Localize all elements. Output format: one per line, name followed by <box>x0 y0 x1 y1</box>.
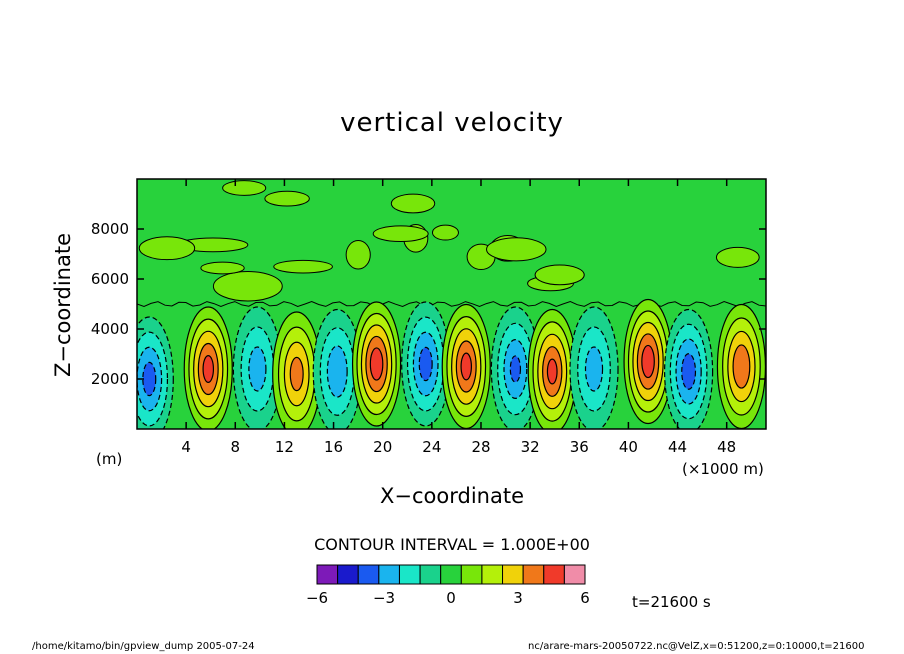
colorbar-swatch <box>481 564 504 585</box>
colorbar-label: −3 <box>372 589 396 607</box>
y-axis-label: Z−coordinate <box>51 233 75 377</box>
x-tick-label: 48 <box>717 438 737 456</box>
x-tick-label: 44 <box>668 438 688 456</box>
contour-level <box>546 358 558 385</box>
contour-level <box>681 353 697 390</box>
upper-patch <box>372 225 429 243</box>
downdraft-cell <box>232 306 282 429</box>
upper-patch <box>200 261 245 275</box>
contour-level <box>369 347 384 381</box>
updraft-cell <box>716 303 766 429</box>
downdraft-cell <box>664 308 714 429</box>
upper-patch <box>534 264 585 286</box>
upper-patch <box>273 259 333 274</box>
time-label: t=21600 s <box>632 593 711 611</box>
plot-frame <box>136 178 767 430</box>
colorbar-swatch <box>460 564 483 585</box>
colorbar-swatch <box>440 564 462 585</box>
x-tick-label: 8 <box>230 438 241 456</box>
contour-level <box>289 356 304 392</box>
chart-title: vertical velocity <box>340 108 564 138</box>
colorbar-swatch <box>337 564 359 585</box>
colorbar-label: 3 <box>513 589 523 607</box>
colorbar-swatch <box>563 564 586 585</box>
upper-patch <box>390 193 436 214</box>
upper-patch <box>222 180 267 196</box>
updraft-cell <box>527 308 577 429</box>
x-tick-label: 40 <box>618 438 638 456</box>
contour-level <box>202 355 215 383</box>
y-tick-label: 2000 <box>90 370 129 388</box>
downdraft-cell <box>490 306 540 429</box>
updraft-cell <box>351 301 402 427</box>
x-tick-label: 12 <box>274 438 294 456</box>
y-unit-label: (m) <box>96 450 123 468</box>
x-axis-label: X−coordinate <box>380 484 524 508</box>
colorbar-swatch <box>502 564 524 585</box>
contour-level <box>584 346 604 392</box>
y-tick-label: 4000 <box>90 320 129 338</box>
upper-patch <box>138 236 196 261</box>
downdraft-cell <box>312 308 362 429</box>
upper-patch <box>264 190 310 207</box>
colorbar-swatch <box>543 564 565 585</box>
updraft-cell <box>623 298 673 425</box>
y-tick-label: 8000 <box>90 220 129 238</box>
upper-patch <box>345 239 371 270</box>
x-tick-label: 16 <box>324 438 344 456</box>
contour-level <box>418 346 433 382</box>
downdraft-cell <box>137 316 174 429</box>
y-tick-label: 6000 <box>90 270 129 288</box>
colorbar-swatch <box>398 564 421 585</box>
updraft-cell <box>441 303 491 429</box>
x-unit-label: (×1000 m) <box>682 460 764 478</box>
x-tick-label: 36 <box>569 438 589 456</box>
colorbar-swatch <box>419 564 442 585</box>
colorbar-swatch <box>316 564 339 585</box>
colorbar-swatch <box>378 564 400 585</box>
footer-command: /home/kitamo/bin/gpview_dump 2005-07-24 <box>32 641 255 652</box>
upper-patch <box>212 271 283 302</box>
x-tick-label: 32 <box>520 438 540 456</box>
x-tick-label: 28 <box>471 438 491 456</box>
contour-level <box>732 344 751 389</box>
contour-level <box>248 346 267 392</box>
contour-interval-label: CONTOUR INTERVAL = 1.000E+00 <box>314 535 590 554</box>
upper-patch <box>715 246 760 268</box>
colorbar-swatch <box>522 564 545 585</box>
colorbar-label: 0 <box>446 589 456 607</box>
downdraft-cell <box>401 301 451 427</box>
footer-source: nc/arare-mars-20050722.nc@VelZ,x=0:51200… <box>528 641 865 652</box>
colorbar-label: −6 <box>305 589 329 607</box>
updraft-cell <box>183 306 233 429</box>
downdraft-cell <box>569 306 619 429</box>
contour-level <box>509 355 522 383</box>
x-tick-label: 4 <box>181 438 191 456</box>
contour-level <box>460 352 473 381</box>
contour-level <box>142 361 157 397</box>
colorbar-swatch <box>357 564 380 585</box>
x-tick-label: 20 <box>373 438 393 456</box>
layer-boundary-contour <box>137 300 766 308</box>
x-tick-label: 24 <box>422 438 442 456</box>
colorbar-label: 6 <box>580 589 590 607</box>
contour-level <box>326 345 348 398</box>
upper-patch <box>431 224 459 241</box>
contour-level <box>641 344 655 379</box>
upper-patch <box>486 237 547 262</box>
